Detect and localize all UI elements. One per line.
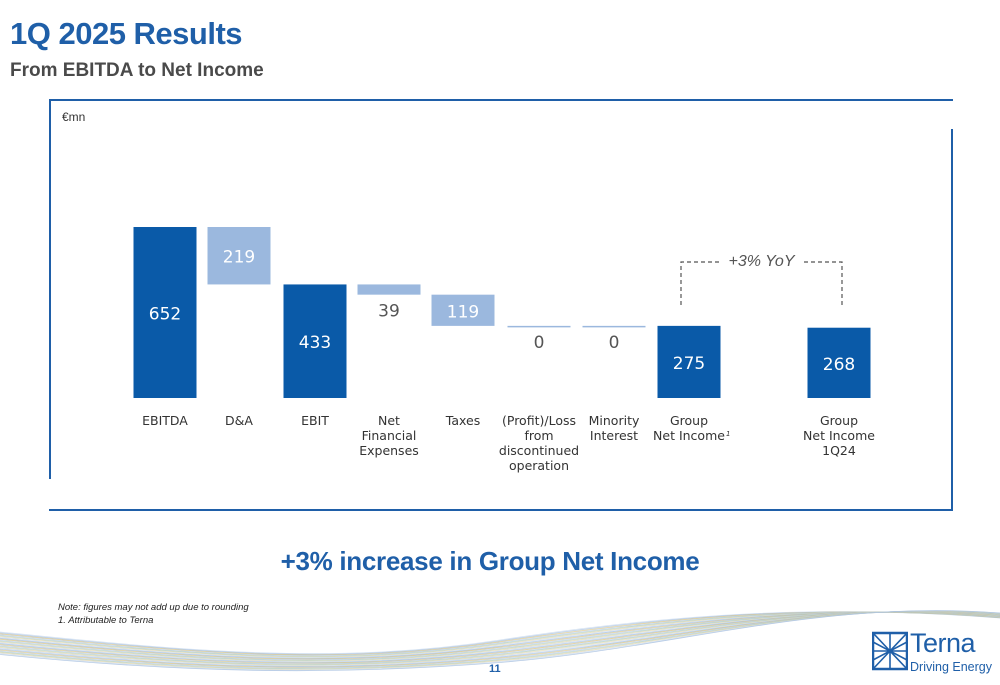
bar-5 xyxy=(431,294,495,326)
data-label-6: 0 xyxy=(534,333,545,353)
logo-name: Terna xyxy=(910,628,976,658)
category-label-3: EBIT xyxy=(301,413,329,428)
category-label-7: Minority Interest xyxy=(589,413,640,443)
data-label-9: 268 xyxy=(823,355,855,375)
logo-tagline: Driving Energy xyxy=(910,660,992,674)
terna-grid-icon xyxy=(872,631,908,671)
bar-7 xyxy=(582,325,646,328)
headline: +3% increase in Group Net Income xyxy=(280,546,700,576)
category-label-2: D&A xyxy=(225,413,253,428)
frame-left-line xyxy=(49,99,51,479)
note-footnote-1: 1. Attributable to Terna xyxy=(58,615,154,626)
data-label-4: 39 xyxy=(378,302,400,322)
page-subtitle: From EBITDA to Net Income xyxy=(10,60,264,81)
bar-3 xyxy=(283,284,347,398)
bar-8 xyxy=(657,325,721,398)
unit-label: €mn xyxy=(62,110,86,124)
data-label-2: 219 xyxy=(223,248,255,268)
data-label-8: 275 xyxy=(673,354,705,374)
chart-frame xyxy=(49,99,953,511)
page-title: 1Q 2025 Results xyxy=(10,16,243,51)
bar-4 xyxy=(357,284,421,295)
data-label-7: 0 xyxy=(609,333,620,353)
bar-2 xyxy=(207,227,271,285)
data-label-5: 119 xyxy=(447,302,479,322)
frame-right-line xyxy=(951,129,953,509)
page-number: 11 xyxy=(489,663,501,675)
category-label-8: Group Net Income xyxy=(653,413,725,443)
note-rounding: Note: figures may not add up due to roun… xyxy=(58,602,249,613)
bar-6 xyxy=(507,325,571,328)
yoy-bracket-left xyxy=(680,261,719,305)
wave-line xyxy=(0,610,1000,672)
waterfall-chart: 652 EBITDA 219 D&A 433 EBIT 39 Net Financial Expe… xyxy=(133,227,875,473)
category-label-9: Group Net Income 1Q24 xyxy=(803,413,875,458)
category-label-4: Net Financial Expenses xyxy=(359,413,419,458)
yoy-bracket-right xyxy=(804,261,843,308)
footnote-marker: 1 xyxy=(726,430,730,438)
data-label-3: 433 xyxy=(299,333,331,353)
frame-top-line xyxy=(49,99,953,101)
category-label-1: EBITDA xyxy=(142,413,188,428)
footer-wave-decoration xyxy=(0,610,1000,672)
yoy-label: +3% YoY xyxy=(729,253,796,270)
bar-1 xyxy=(133,227,197,398)
data-label-1: 652 xyxy=(149,305,181,325)
category-label-5: Taxes xyxy=(445,413,480,428)
frame-bottom-line xyxy=(49,509,953,511)
category-label-6: (Profit)/Loss from discontinued operation xyxy=(499,413,579,473)
bar-9 xyxy=(807,327,871,398)
